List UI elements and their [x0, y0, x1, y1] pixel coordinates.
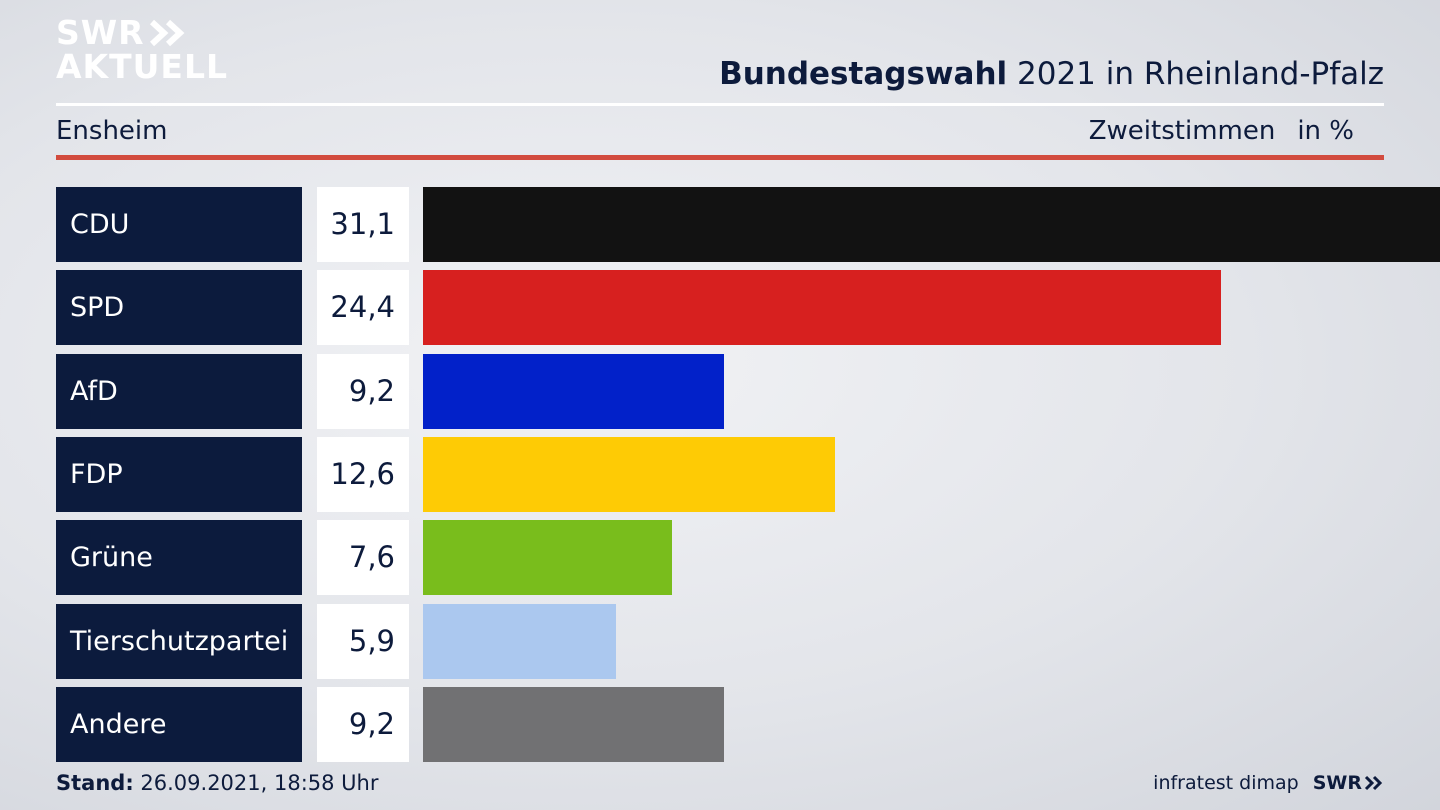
swr-aktuell-logo: SWR AKTUELL [56, 16, 228, 84]
party-label: Andere [56, 686, 302, 762]
value-label: 7,6 [317, 520, 409, 596]
bar [423, 353, 724, 429]
bar [423, 686, 724, 762]
page-title: Bundestagswahl 2021 in Rheinland-Pfalz [719, 56, 1384, 92]
value-label: 9,2 [317, 686, 409, 762]
measure-label: Zweitstimmen in % [1089, 116, 1354, 146]
unit-label: in % [1297, 116, 1354, 146]
double-chevron-icon [1364, 775, 1383, 791]
bar [423, 187, 1440, 262]
header-divider [56, 103, 1384, 106]
party-label: FDP [56, 436, 302, 512]
bar [423, 270, 1221, 346]
party-label: CDU [56, 187, 302, 262]
source-label: infratest dimap [1153, 772, 1299, 794]
value-label: 31,1 [317, 187, 409, 262]
accent-divider [56, 155, 1384, 160]
brand-logo: SWR [1313, 772, 1384, 794]
title-bold: Bundestagswahl [719, 56, 1008, 92]
value-label: 12,6 [317, 436, 409, 512]
party-label: SPD [56, 270, 302, 346]
double-chevron-icon [149, 19, 185, 47]
title-rest: 2021 in Rheinland-Pfalz [1007, 56, 1384, 92]
stand-value: 26.09.2021, 18:58 Uhr [133, 771, 379, 795]
value-label: 24,4 [317, 270, 409, 346]
brand-text: SWR [1312, 772, 1362, 794]
party-label: AfD [56, 353, 302, 429]
value-label: 9,2 [317, 353, 409, 429]
bar [423, 520, 672, 596]
bar [423, 436, 836, 512]
logo-aktuell-text: AKTUELL [56, 47, 229, 86]
timestamp: Stand: 26.09.2021, 18:58 Uhr [56, 771, 379, 795]
party-label: Tierschutzpartei [56, 603, 302, 679]
stand-label: Stand: [56, 771, 134, 795]
party-label: Grüne [56, 520, 302, 596]
value-label: 5,9 [317, 603, 409, 679]
bar [423, 603, 616, 679]
logo-swr-text: SWR [56, 13, 145, 52]
region-label: Ensheim [56, 116, 168, 146]
measure-name: Zweitstimmen [1088, 116, 1276, 146]
source-credit: infratest dimap SWR [1153, 772, 1384, 794]
